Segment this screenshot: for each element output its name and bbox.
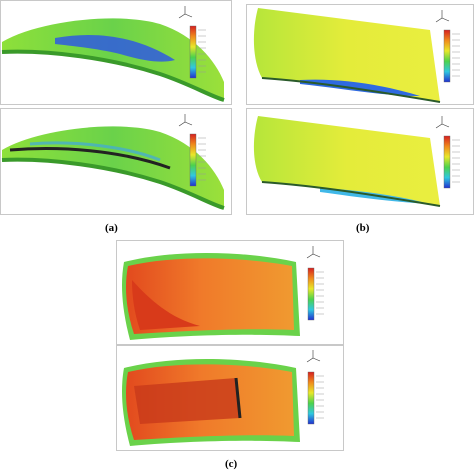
slot-flow (29, 141, 161, 162)
wing-edge (1, 157, 225, 210)
blade-edge (261, 77, 441, 103)
slot (9, 147, 171, 170)
panel-a: (a) (0, 0, 232, 234)
wing-edge (1, 49, 225, 102)
high-pressure-region (132, 280, 200, 330)
wing (2, 126, 224, 208)
slot-region (134, 378, 240, 424)
low-pressure-region (300, 79, 420, 96)
panel-label: (a) (105, 222, 118, 234)
panel-c: (c) (116, 240, 344, 470)
panel-b: (b) (246, 4, 474, 234)
blade (253, 8, 440, 102)
panel-label: (b) (356, 222, 370, 234)
blade (253, 116, 440, 206)
blade-edge (261, 181, 441, 207)
slot (234, 377, 242, 419)
panel-label: (c) (225, 458, 238, 470)
low-pressure-region (55, 34, 175, 62)
